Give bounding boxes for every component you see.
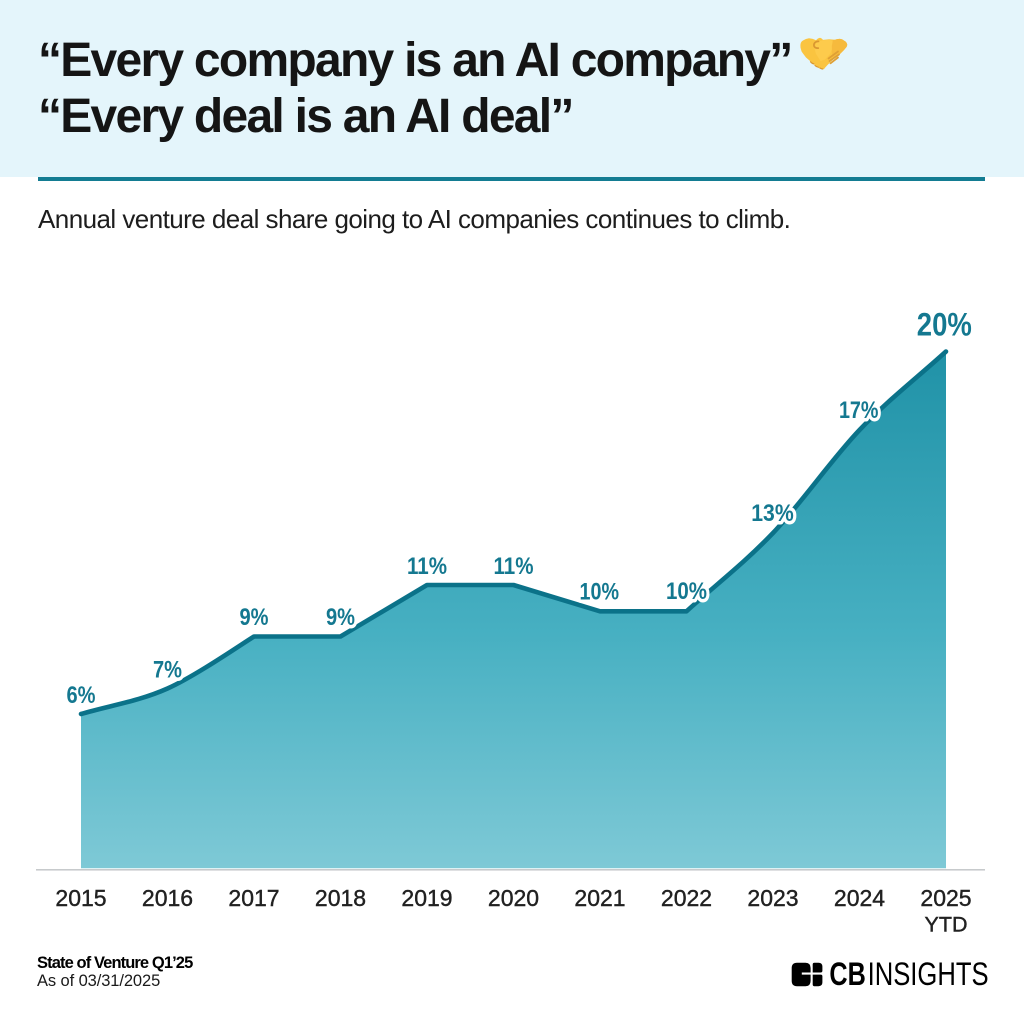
svg-text:2022: 2022	[661, 885, 712, 911]
svg-text:2020: 2020	[488, 885, 539, 911]
svg-text:9%: 9%	[240, 605, 269, 631]
svg-text:YTD: YTD	[925, 912, 968, 936]
svg-text:2015: 2015	[55, 885, 106, 911]
svg-text:10%: 10%	[580, 579, 620, 605]
svg-text:CB: CB	[829, 960, 865, 990]
svg-text:2023: 2023	[747, 885, 798, 911]
svg-text:13%: 13%	[751, 501, 794, 527]
svg-text:2024: 2024	[834, 885, 885, 911]
svg-text:2025: 2025	[920, 885, 971, 911]
svg-text:11%: 11%	[494, 554, 534, 580]
svg-text:17%: 17%	[839, 398, 879, 424]
svg-text:2016: 2016	[142, 885, 193, 911]
svg-text:2017: 2017	[228, 885, 279, 911]
svg-text:6%: 6%	[67, 683, 96, 709]
svg-text:20%: 20%	[917, 306, 972, 342]
svg-text:2021: 2021	[574, 885, 625, 911]
svg-text:INSIGHTS: INSIGHTS	[867, 960, 988, 990]
svg-text:10%: 10%	[666, 579, 707, 605]
svg-text:2018: 2018	[315, 885, 366, 911]
svg-text:9%: 9%	[326, 605, 355, 631]
svg-text:11%: 11%	[407, 554, 447, 580]
svg-text:7%: 7%	[153, 658, 182, 684]
svg-text:2019: 2019	[401, 885, 452, 911]
